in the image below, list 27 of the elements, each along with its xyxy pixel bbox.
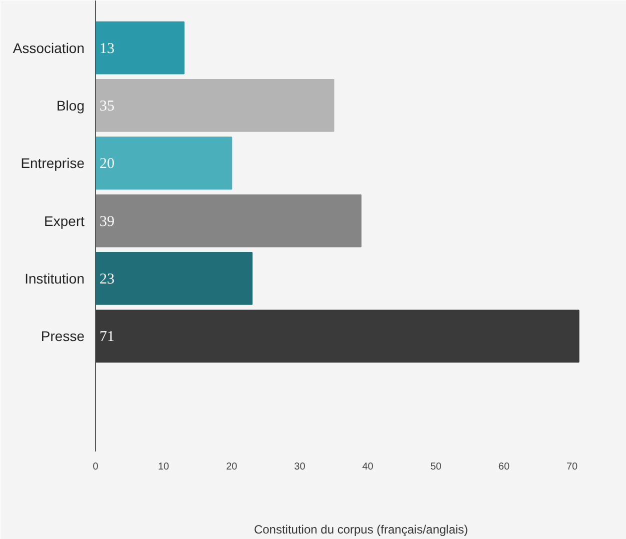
y-tick-label: Blog xyxy=(56,97,85,114)
data-label: 71 xyxy=(100,329,114,346)
bar xyxy=(96,79,334,132)
data-label: 35 xyxy=(100,98,114,114)
bar xyxy=(96,136,232,190)
y-tick-label: Association xyxy=(12,40,84,56)
y-tick-label: Expert xyxy=(44,212,85,229)
x-tick-label: 10 xyxy=(158,462,170,472)
data-label: 39 xyxy=(100,214,114,230)
bar xyxy=(96,194,362,248)
bar xyxy=(96,21,184,74)
data-label: 13 xyxy=(100,40,114,57)
y-tick-label: Presse xyxy=(40,328,85,344)
x-tick-label: 40 xyxy=(362,462,374,472)
x-tick-label: 60 xyxy=(498,462,510,472)
x-tick-label: 0 xyxy=(92,462,99,472)
x-axis-title: Constitution du corpus (français/anglais) xyxy=(254,522,468,536)
x-tick-label: 30 xyxy=(294,462,306,472)
data-label: 23 xyxy=(100,271,114,288)
x-tick-label: 20 xyxy=(226,462,238,472)
x-tick-label: 50 xyxy=(430,462,442,472)
bar xyxy=(96,252,253,305)
data-label: 20 xyxy=(100,156,114,172)
y-tick-label: Institution xyxy=(24,270,85,286)
bar xyxy=(96,310,580,363)
x-tick-label: 70 xyxy=(566,462,578,472)
y-tick-label: Entreprise xyxy=(20,155,85,172)
